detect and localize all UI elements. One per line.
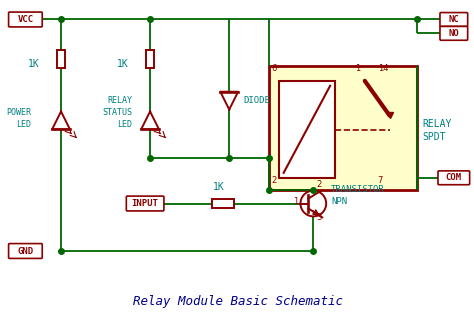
FancyBboxPatch shape (438, 171, 470, 185)
FancyBboxPatch shape (440, 13, 468, 27)
FancyBboxPatch shape (440, 27, 468, 40)
Bar (279, 81, 335, 178)
Text: RELAY
SPDT: RELAY SPDT (422, 119, 452, 142)
Text: 1K: 1K (27, 59, 39, 69)
Polygon shape (220, 92, 238, 110)
FancyBboxPatch shape (127, 196, 164, 211)
Text: TRANSISTOR
NPN: TRANSISTOR NPN (331, 185, 385, 206)
Text: Relay Module Basic Schematic: Relay Module Basic Schematic (133, 295, 343, 308)
Text: GND: GND (18, 246, 34, 256)
Bar (212, 199, 234, 208)
Text: 2: 2 (272, 176, 277, 185)
Text: 1: 1 (293, 197, 299, 205)
Text: NO: NO (448, 29, 459, 38)
Text: DIODE: DIODE (243, 96, 270, 105)
Bar (269, 66, 417, 190)
Text: 14: 14 (378, 64, 388, 73)
FancyBboxPatch shape (9, 244, 42, 258)
Text: 6: 6 (272, 64, 277, 73)
Text: 1: 1 (355, 64, 360, 73)
Bar (57, 50, 65, 68)
Text: COM: COM (446, 173, 462, 182)
Text: 1K: 1K (117, 59, 128, 69)
Text: INPUT: INPUT (132, 199, 159, 208)
FancyBboxPatch shape (9, 12, 42, 27)
Text: VCC: VCC (18, 15, 34, 24)
Polygon shape (141, 112, 159, 129)
Text: 7: 7 (378, 176, 383, 185)
Bar (146, 50, 154, 68)
Text: RELAY
STATUS
LED: RELAY STATUS LED (102, 96, 132, 129)
Text: NC: NC (448, 15, 459, 24)
Text: POWER
LED: POWER LED (6, 108, 31, 129)
Text: 1K: 1K (212, 182, 224, 192)
Polygon shape (52, 112, 70, 129)
Text: 3: 3 (316, 213, 322, 222)
Text: 2: 2 (316, 180, 321, 189)
